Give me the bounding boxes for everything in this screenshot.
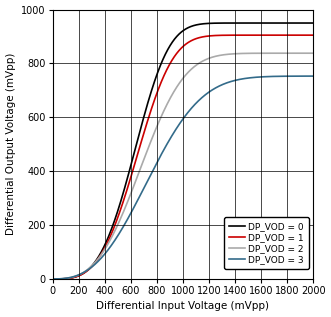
DP_VOD = 3 [174, 127, 178, 131]
DP_VOD = 3 [303, 74, 307, 78]
DP_VOD = 1 [51, 277, 55, 281]
DP_VOD = 0 [51, 277, 55, 281]
DP_VOD = 3 [290, 74, 294, 78]
DP_VOD = 0 [174, 35, 178, 39]
DP_VOD = 1 [162, 74, 166, 77]
DP_VOD = 0 [290, 21, 294, 25]
Y-axis label: Differential Output Voltage (mVpp): Differential Output Voltage (mVpp) [6, 53, 16, 236]
DP_VOD = 2 [311, 51, 315, 55]
DP_VOD = 1 [303, 33, 307, 37]
DP_VOD = 0 [307, 21, 311, 25]
Line: DP_VOD = 2: DP_VOD = 2 [53, 53, 313, 279]
DP_VOD = 2 [240, 52, 244, 55]
DP_VOD = 0 [162, 55, 166, 59]
DP_VOD = 1 [240, 33, 244, 37]
DP_VOD = 0 [311, 21, 315, 25]
DP_VOD = 1 [160, 78, 164, 82]
X-axis label: Differential Input Voltage (mVpp): Differential Input Voltage (mVpp) [96, 301, 269, 311]
Line: DP_VOD = 1: DP_VOD = 1 [53, 35, 313, 279]
Line: DP_VOD = 0: DP_VOD = 0 [53, 23, 313, 279]
DP_VOD = 1 [174, 52, 178, 56]
DP_VOD = 1 [311, 33, 315, 37]
DP_VOD = 1 [290, 33, 294, 37]
DP_VOD = 0 [160, 60, 164, 63]
DP_VOD = 3 [311, 74, 315, 78]
Line: DP_VOD = 3: DP_VOD = 3 [53, 76, 313, 279]
DP_VOD = 2 [174, 86, 178, 90]
DP_VOD = 2 [303, 51, 307, 55]
DP_VOD = 3 [162, 147, 166, 151]
DP_VOD = 3 [51, 277, 55, 281]
Legend: DP_VOD = 0, DP_VOD = 1, DP_VOD = 2, DP_VOD = 3: DP_VOD = 0, DP_VOD = 1, DP_VOD = 2, DP_V… [224, 217, 308, 269]
DP_VOD = 2 [160, 113, 164, 117]
DP_VOD = 0 [303, 21, 307, 25]
DP_VOD = 0 [240, 21, 244, 25]
DP_VOD = 2 [290, 51, 294, 55]
DP_VOD = 2 [51, 277, 55, 281]
DP_VOD = 3 [240, 77, 244, 81]
DP_VOD = 3 [160, 151, 164, 155]
DP_VOD = 2 [162, 108, 166, 112]
